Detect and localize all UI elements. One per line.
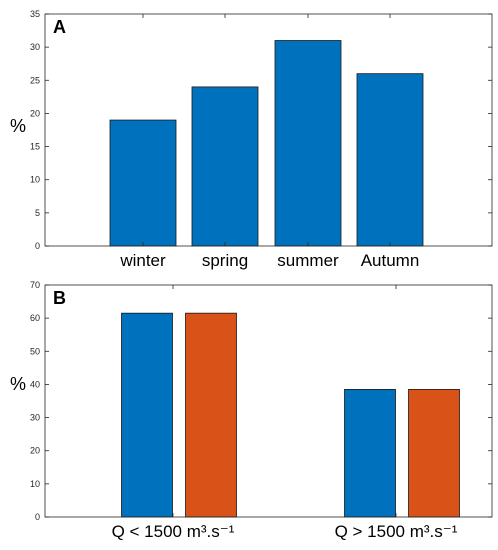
panel-label: B bbox=[53, 288, 66, 308]
y-tick-label: 20 bbox=[30, 108, 40, 118]
y-tick-label: 5 bbox=[35, 208, 40, 218]
bar-panel-b-series-0-cat-1 bbox=[344, 388, 396, 518]
x-category-label: summer bbox=[277, 251, 339, 270]
y-tick-label: 15 bbox=[30, 142, 40, 152]
y-tick-label: 30 bbox=[30, 42, 40, 52]
y-tick-label: 20 bbox=[30, 446, 40, 456]
y-tick-label: 0 bbox=[35, 241, 40, 251]
y-tick-label: 40 bbox=[30, 379, 40, 389]
y-tick-label: 30 bbox=[30, 413, 40, 423]
y-axis-label: % bbox=[10, 374, 26, 394]
x-category-label: Q > 1500 m³.s⁻¹ bbox=[335, 522, 458, 541]
bar-panel-a-series-0-cat-2 bbox=[274, 40, 342, 247]
axes-box-a bbox=[44, 13, 493, 247]
bar-panel-b-series-1-cat-1 bbox=[408, 388, 460, 518]
panel-label: A bbox=[53, 17, 66, 37]
y-tick-label: 35 bbox=[30, 9, 40, 19]
bar-panel-a-series-0-cat-0 bbox=[109, 119, 177, 247]
x-category-label: Q < 1500 m³.s⁻¹ bbox=[112, 522, 235, 541]
y-tick-label: 10 bbox=[30, 175, 40, 185]
y-tick-label: 0 bbox=[35, 512, 40, 522]
x-category-label: spring bbox=[202, 251, 248, 270]
bar-panel-a-series-0-cat-3 bbox=[356, 73, 424, 247]
y-tick-label: 50 bbox=[30, 346, 40, 356]
y-tick-label: 10 bbox=[30, 479, 40, 489]
bar-panel-a-series-0-cat-1 bbox=[191, 86, 259, 247]
axes-box-b bbox=[44, 284, 493, 518]
y-tick-label: 25 bbox=[30, 75, 40, 85]
y-axis-label: % bbox=[10, 116, 26, 136]
bar-panel-b-series-1-cat-0 bbox=[185, 312, 237, 518]
y-tick-label: 70 bbox=[30, 280, 40, 290]
x-category-label: winter bbox=[119, 251, 166, 270]
y-tick-label: 60 bbox=[30, 313, 40, 323]
bar-panel-b-series-0-cat-0 bbox=[121, 312, 173, 518]
x-category-label: Autumn bbox=[361, 251, 420, 270]
